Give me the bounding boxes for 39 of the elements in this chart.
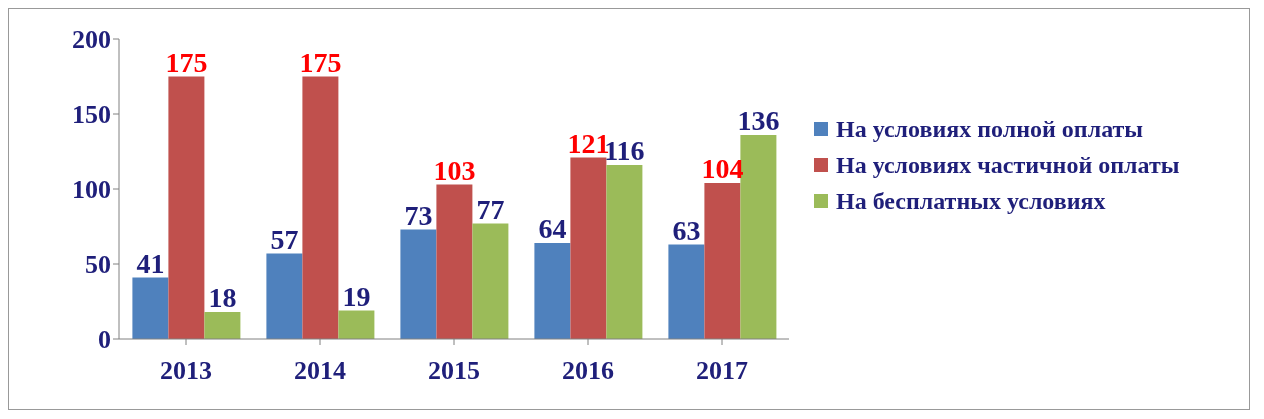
data-label: 103 <box>433 154 476 186</box>
data-label: 19 <box>342 280 371 312</box>
y-tick-label: 50 <box>85 250 111 280</box>
data-label: 175 <box>299 46 342 78</box>
y-tick-label: 200 <box>72 25 111 55</box>
y-tick-label: 0 <box>98 325 111 355</box>
bar <box>668 244 705 339</box>
data-label: 18 <box>208 282 237 313</box>
data-label: 41 <box>136 247 165 279</box>
bar <box>606 165 643 339</box>
data-label: 73 <box>404 199 433 231</box>
data-label: 57 <box>270 223 299 255</box>
bar <box>132 277 169 339</box>
bar <box>266 253 303 339</box>
bar <box>436 184 473 339</box>
data-label: 64 <box>538 213 567 244</box>
data-label: 63 <box>672 214 701 246</box>
bar <box>472 223 509 339</box>
y-tick-label: 150 <box>72 100 111 130</box>
legend-label: На условиях частичной оплаты <box>836 151 1180 180</box>
bar <box>302 76 339 339</box>
bar <box>704 183 741 339</box>
x-tick-label: 2013 <box>160 356 212 386</box>
bar <box>204 312 241 339</box>
bar <box>534 243 571 339</box>
data-label: 77 <box>476 193 505 225</box>
legend-label: На бесплатных условиях <box>836 187 1106 216</box>
x-tick-label: 2014 <box>294 356 346 386</box>
x-tick-label: 2016 <box>562 356 614 386</box>
data-label: 136 <box>737 105 780 136</box>
bar <box>570 157 607 339</box>
data-label: 175 <box>165 46 208 78</box>
legend-label: На условиях полной оплаты <box>836 115 1144 144</box>
bar <box>338 310 375 339</box>
bar <box>168 76 205 339</box>
x-tick-label: 2017 <box>696 356 748 386</box>
bar <box>400 229 437 339</box>
y-tick-label: 100 <box>72 175 111 205</box>
x-tick-label: 2015 <box>428 356 480 386</box>
